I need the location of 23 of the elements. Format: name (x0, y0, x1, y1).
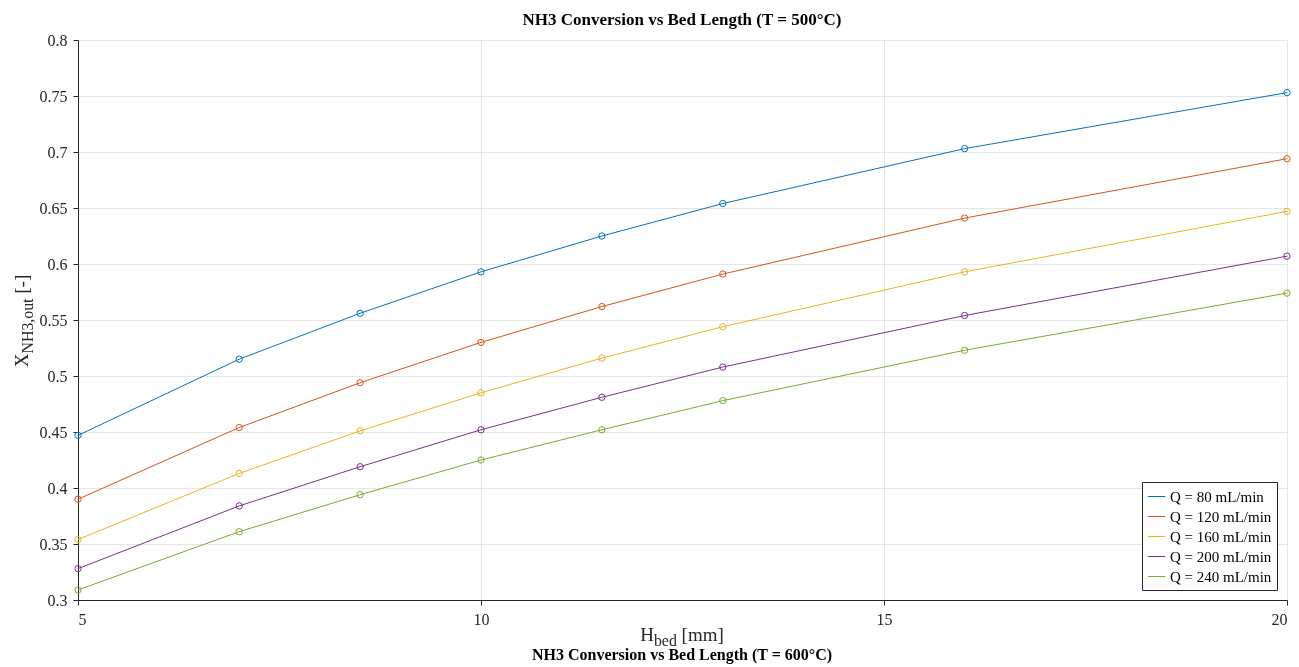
y-tick-label: 0.35 (39, 535, 68, 553)
chart-title: NH3 Conversion vs Bed Length (T = 500°C) (522, 10, 842, 30)
legend-label: Q = 240 mL/min (1170, 568, 1272, 585)
y-tick-label: 0.75 (39, 87, 68, 105)
y-tick-label: 0.8 (47, 31, 68, 49)
y-tick-label: 0.4 (47, 479, 68, 497)
x-axis-title: H$_{bed}$ [mm] (640, 624, 724, 649)
text: NH3 Conversion vs Bed Length (T = 600°C) (531, 646, 833, 664)
y-tick-label: 0.65 (39, 199, 68, 217)
y-tick-label: 0.6 (47, 255, 68, 273)
x-tick-label: 20 (1271, 610, 1288, 628)
y-tick-label: 0.45 (39, 423, 68, 441)
y-tick-label: 0.55 (39, 311, 68, 329)
legend-label: Q = 200 mL/min (1170, 548, 1272, 565)
y-tick-label: 0.5 (47, 367, 68, 385)
x-tick-label: 15 (876, 610, 893, 628)
legend-label: Q = 160 mL/min (1170, 528, 1272, 545)
x-tick-label: 5 (78, 610, 87, 628)
x-tick-label: 10 (473, 610, 490, 628)
y-tick-label: 0.7 (47, 143, 68, 161)
y-tick-label: 0.3 (47, 591, 68, 609)
legend-label: Q = 120 mL/min (1170, 508, 1272, 525)
legend-label: Q = 80 mL/min (1170, 488, 1265, 505)
